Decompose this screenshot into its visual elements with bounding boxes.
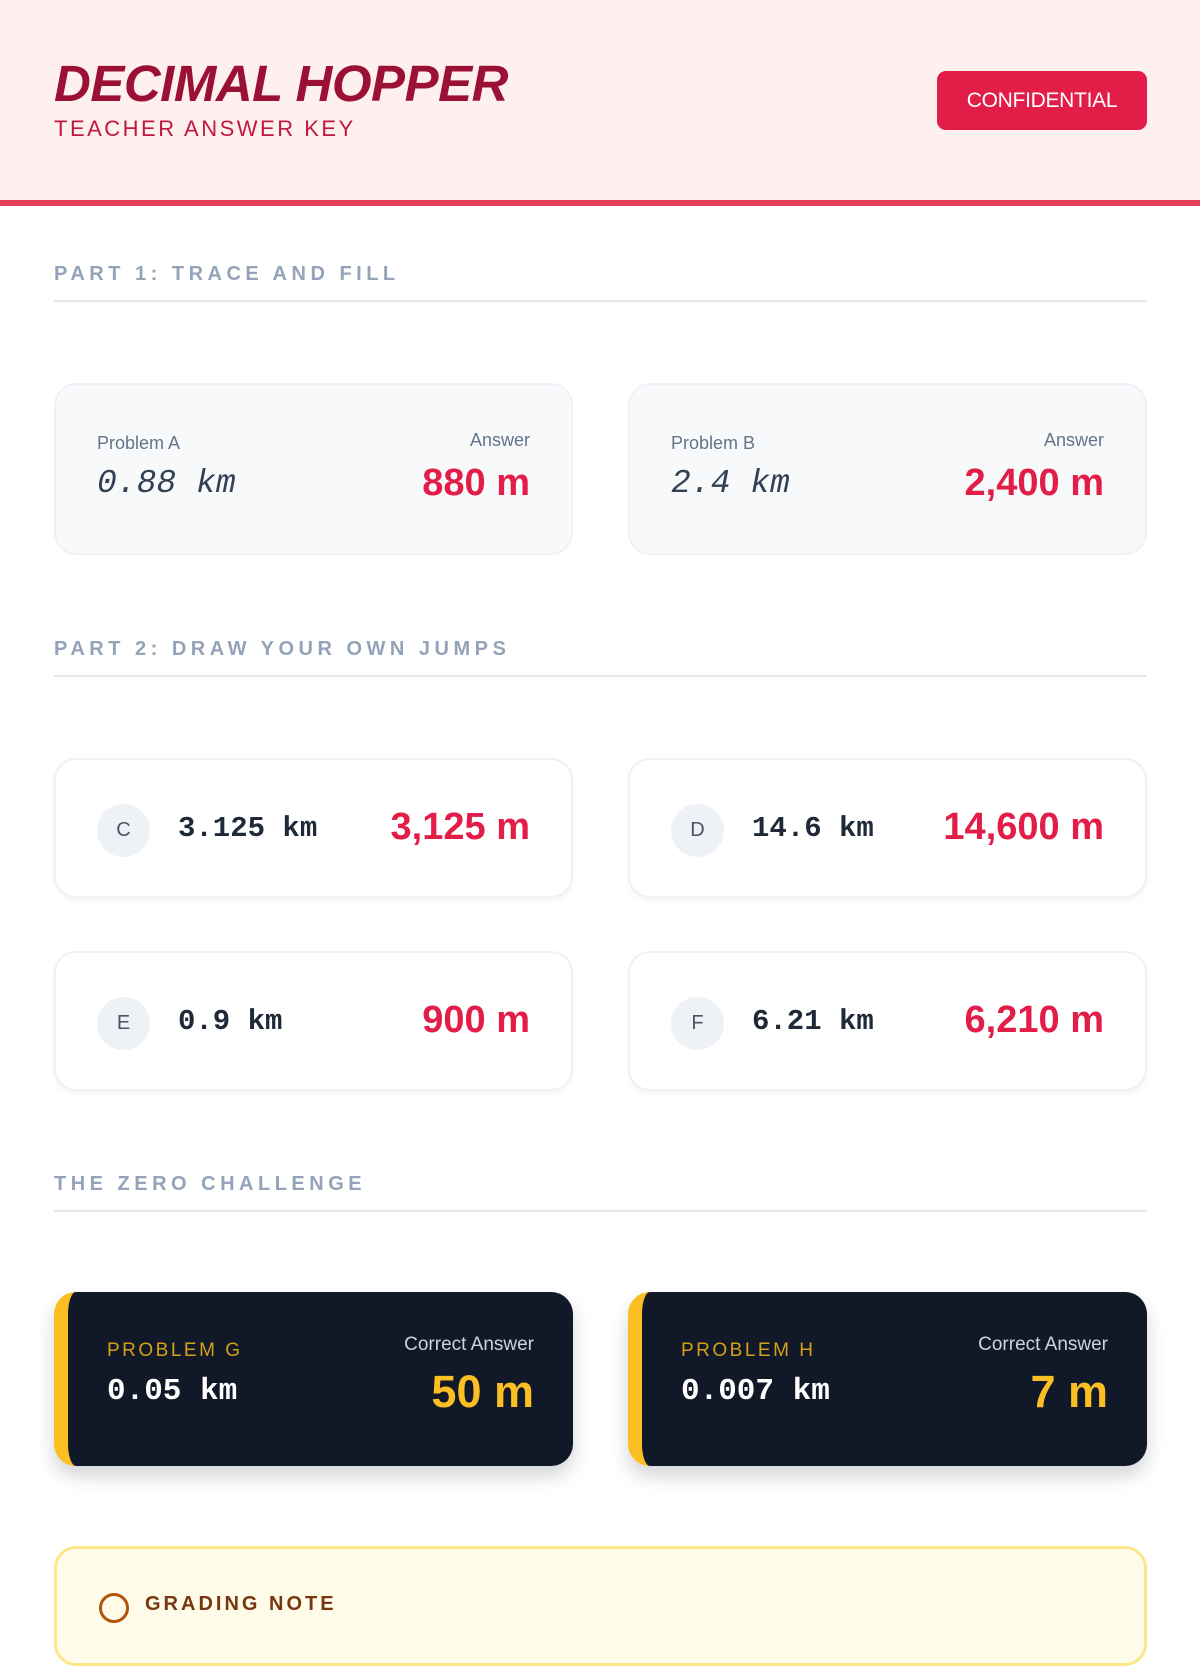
problem-card-d: D 14.6 km 14,600 m bbox=[628, 758, 1147, 898]
problem-value: 0.9 km bbox=[178, 1005, 283, 1038]
problem-letter-badge: C bbox=[97, 804, 150, 857]
answer-label: Answer bbox=[1043, 430, 1104, 450]
challenge-answer-value: 50 m bbox=[431, 1366, 534, 1417]
section-heading-part2: PART 2: DRAW YOUR OWN JUMPS bbox=[54, 637, 1147, 677]
challenge-answer-label: Correct Answer bbox=[404, 1334, 534, 1355]
problem-letter-badge: D bbox=[671, 804, 724, 857]
challenge-answer-value: 7 m bbox=[1030, 1366, 1108, 1417]
section-heading-text: THE ZERO CHALLENGE bbox=[54, 1173, 367, 1195]
problem-label: Problem A bbox=[97, 433, 181, 453]
challenge-label: PROBLEM H bbox=[681, 1340, 816, 1361]
problem-value: 3.125 km bbox=[178, 812, 318, 845]
section-heading-challenge: THE ZERO CHALLENGE bbox=[54, 1172, 1147, 1212]
problem-card-f: F 6.21 km 6,210 m bbox=[628, 951, 1147, 1091]
challenge-card-g: PROBLEM G 0.05 km Correct Answer 50 m bbox=[54, 1292, 573, 1466]
problem-card-c: C 3.125 km 3,125 m bbox=[54, 758, 573, 898]
problem-value: 2.4 km bbox=[671, 465, 790, 502]
grading-note: GRADING NOTE bbox=[54, 1546, 1147, 1666]
problem-letter-badge: F bbox=[671, 997, 724, 1050]
grading-note-title: GRADING NOTE bbox=[145, 1593, 337, 1615]
problem-value: 6.21 km bbox=[752, 1005, 874, 1038]
page-header: DECIMAL HOPPER TEACHER ANSWER KEY CONFID… bbox=[0, 0, 1200, 206]
page-title: DECIMAL HOPPER bbox=[54, 55, 508, 112]
challenge-value: 0.007 km bbox=[681, 1374, 830, 1409]
answer-value: 3,125 m bbox=[390, 806, 530, 848]
info-icon bbox=[99, 1593, 129, 1623]
answer-value: 14,600 m bbox=[943, 806, 1104, 848]
challenge-answer-label: Correct Answer bbox=[978, 1334, 1108, 1355]
problem-value: 14.6 km bbox=[752, 812, 874, 845]
answer-label: Answer bbox=[469, 430, 530, 450]
problem-letter-badge: E bbox=[97, 997, 150, 1050]
answer-value: 2,400 m bbox=[964, 462, 1104, 504]
answer-value: 880 m bbox=[422, 462, 530, 504]
confidential-badge: CONFIDENTIAL bbox=[937, 71, 1147, 130]
page-subtitle: TEACHER ANSWER KEY bbox=[54, 116, 356, 141]
problem-card-a: Problem A 0.88 km Answer 880 m bbox=[54, 383, 573, 555]
problem-card-e: E 0.9 km 900 m bbox=[54, 951, 573, 1091]
challenge-card-h: PROBLEM H 0.007 km Correct Answer 7 m bbox=[628, 1292, 1147, 1466]
section-heading-text: PART 1: TRACE AND FILL bbox=[54, 263, 400, 285]
problem-card-b: Problem B 2.4 km Answer 2,400 m bbox=[628, 383, 1147, 555]
section-heading-text: PART 2: DRAW YOUR OWN JUMPS bbox=[54, 638, 511, 660]
challenge-label: PROBLEM G bbox=[107, 1340, 243, 1361]
problem-label: Problem B bbox=[671, 433, 756, 453]
answer-value: 900 m bbox=[422, 999, 530, 1041]
answer-value: 6,210 m bbox=[964, 999, 1104, 1041]
challenge-value: 0.05 km bbox=[107, 1374, 238, 1409]
section-heading-part1: PART 1: TRACE AND FILL bbox=[54, 262, 1147, 302]
problem-value: 0.88 km bbox=[97, 465, 236, 502]
